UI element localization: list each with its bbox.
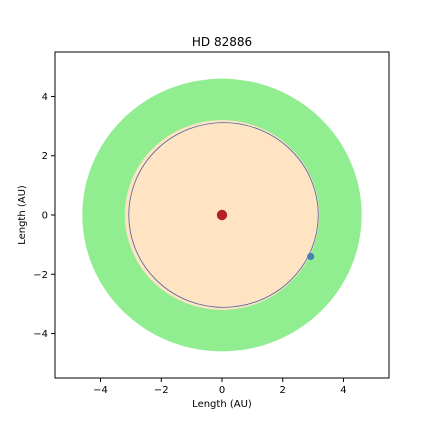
- x-tick-label: −2: [154, 385, 169, 396]
- chart-title: HD 82886: [192, 35, 252, 49]
- x-tick-label: 2: [280, 385, 286, 396]
- y-tick-label: 2: [42, 151, 48, 162]
- y-tick-label: 4: [42, 92, 48, 103]
- x-tick-label: −4: [93, 385, 108, 396]
- x-tick-label: 0: [219, 385, 225, 396]
- x-axis: −4 −2 0 2 4: [93, 378, 347, 396]
- planet-orbit: [128, 122, 319, 308]
- y-tick-label: −2: [33, 270, 48, 281]
- y-axis: −4 −2 0 2 4: [33, 92, 55, 340]
- planet-marker: [307, 252, 315, 261]
- y-axis-label: Length (AU): [17, 185, 28, 245]
- plot-area: [82, 78, 362, 352]
- y-tick-label: −4: [33, 329, 48, 340]
- y-tick-label: 0: [42, 211, 48, 222]
- x-tick-label: 4: [340, 385, 346, 396]
- star-marker: [216, 209, 228, 221]
- x-axis-label: Length (AU): [192, 399, 252, 410]
